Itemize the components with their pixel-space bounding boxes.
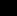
- Polygon shape: [9, 6, 10, 7]
- Polygon shape: [10, 10, 11, 11]
- Polygon shape: [13, 3, 14, 4]
- Bar: [5, 5, 8, 10]
- Polygon shape: [9, 9, 10, 10]
- Bar: [3, 3, 6, 5]
- Bar: [3, 6, 5, 9]
- Bar: [10, 13, 11, 14]
- Polygon shape: [6, 9, 7, 10]
- Text: 5: 5: [3, 0, 17, 16]
- Bar: [5, 10, 7, 11]
- Bar: [3, 7, 5, 9]
- Bar: [13, 6, 14, 7]
- Bar: [10, 12, 11, 13]
- Polygon shape: [13, 10, 14, 11]
- Polygon shape: [6, 6, 7, 7]
- Polygon shape: [9, 4, 10, 5]
